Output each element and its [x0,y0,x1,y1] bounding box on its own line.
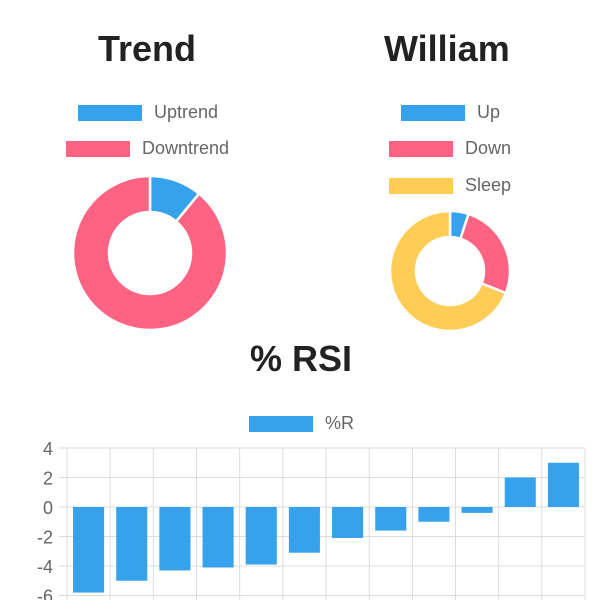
legend-swatch-uptrend [78,104,142,121]
legend-swatch-up [401,104,465,121]
rsi-chart-title: % RSI [250,338,353,379]
legend-label-r: %R [325,413,355,433]
rsi-bar[interactable] [504,477,536,508]
rsi-bar[interactable] [73,507,105,593]
rsi-bar[interactable] [116,507,148,581]
rsi-bar[interactable] [461,507,493,513]
trend-chart-title: Trend [98,28,197,69]
legend-label-up: Up [477,102,501,122]
legend-item-up[interactable]: Up [401,102,500,123]
legend-item-down[interactable]: Down [389,138,511,159]
y-tick-label: -2 [37,528,53,548]
legend-swatch-sleep [389,177,453,194]
rsi-bar[interactable] [288,507,320,553]
william-slice-sleep[interactable] [388,209,508,333]
legend-label-uptrend: Uptrend [154,102,219,122]
trend-slice-downtrend[interactable] [71,174,229,332]
rsi-bar[interactable] [159,507,191,571]
rsi-bar[interactable] [332,507,364,538]
y-tick-label: 0 [43,498,53,518]
y-tick-label: 2 [43,469,53,489]
william-chart-title: William [384,28,510,69]
rsi-bar[interactable] [418,507,450,522]
y-tick-label: -4 [37,557,53,577]
legend-swatch-down [389,140,453,157]
y-tick-label: -6 [37,587,53,600]
legend-item-r[interactable]: %R [249,413,354,434]
legend-item-sleep[interactable]: Sleep [389,175,511,196]
legend-item-uptrend[interactable]: Uptrend [78,102,218,123]
legend-item-downtrend[interactable]: Downtrend [66,138,229,159]
rsi-bar[interactable] [202,507,234,568]
rsi-bar[interactable] [375,507,407,531]
y-tick-label: 4 [43,439,53,459]
legend-swatch-r [249,415,313,432]
rsi-bar[interactable] [245,507,277,565]
legend-label-sleep: Sleep [465,175,512,195]
legend-swatch-downtrend [66,140,130,157]
legend-label-downtrend: Downtrend [142,138,230,158]
rsi-bar[interactable] [547,462,579,507]
legend-label-down: Down [465,138,512,158]
